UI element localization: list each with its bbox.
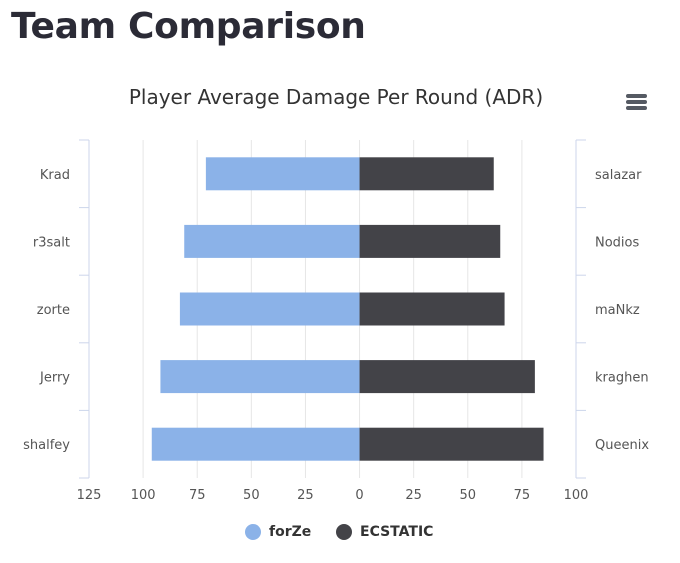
left-category-label: Jerry: [39, 371, 70, 386]
left-category-label: shalfey: [23, 438, 70, 453]
hamburger-line: [626, 100, 647, 104]
right-category-label: Nodios: [595, 235, 639, 250]
legend-item-forze[interactable]: forZe: [245, 524, 311, 540]
right-category-label: maNkz: [595, 303, 640, 318]
legend-marker-forze: [245, 524, 261, 540]
x-tick-label: 50: [460, 488, 477, 503]
bar-forze-jerry: [160, 360, 360, 394]
bars: [151, 157, 544, 461]
right-category-label: kraghen: [595, 371, 649, 386]
chart-canvas: Player Average Damage Per Round (ADR) Kr…: [23, 85, 649, 503]
bar-ecstatic-mankz: [359, 292, 505, 326]
bar-ecstatic-kraghen: [359, 360, 535, 394]
x-tick-label: 75: [514, 488, 531, 503]
x-tick-label: 75: [189, 488, 206, 503]
chart-legend: forZe ECSTATIC: [0, 524, 680, 548]
axis-labels: Krad r3salt zorte Jerry shalfey salazar Nodios…: [23, 168, 649, 503]
x-tick-label: 100: [564, 488, 589, 503]
left-category-label: zorte: [37, 303, 70, 318]
hamburger-menu-icon: [626, 94, 647, 98]
adr-chart: Player Average Damage Per Round (ADR) Kr…: [0, 70, 680, 563]
left-category-label: Krad: [40, 168, 70, 183]
x-tick-label: 125: [77, 488, 102, 503]
bar-forze-r3salt: [184, 224, 360, 258]
right-category-label: salazar: [595, 168, 642, 183]
left-category-label: r3salt: [33, 235, 70, 250]
legend-marker-ecstatic: [336, 524, 352, 540]
x-tick-label: 25: [297, 488, 314, 503]
bar-ecstatic-queenix: [359, 427, 544, 461]
x-tick-label: 25: [405, 488, 422, 503]
hamburger-line: [626, 106, 647, 110]
x-tick-label: 50: [243, 488, 260, 503]
x-tick-label: 100: [131, 488, 156, 503]
x-tick-label: 0: [355, 488, 363, 503]
bar-forze-krad: [205, 157, 360, 191]
bar-forze-shalfey: [151, 427, 360, 461]
right-category-label: Queenix: [595, 438, 649, 453]
chart-menu-button[interactable]: [624, 92, 650, 114]
legend-label: forZe: [269, 524, 312, 540]
bar-ecstatic-nodios: [359, 224, 501, 258]
legend-label: ECSTATIC: [360, 524, 434, 540]
page-title: Team Comparison: [11, 6, 366, 47]
bar-forze-zorte: [179, 292, 360, 326]
legend-item-ecstatic[interactable]: ECSTATIC: [336, 524, 433, 540]
bar-ecstatic-salazar: [359, 157, 494, 191]
axes: [79, 139, 586, 479]
chart-title: Player Average Damage Per Round (ADR): [129, 85, 543, 109]
